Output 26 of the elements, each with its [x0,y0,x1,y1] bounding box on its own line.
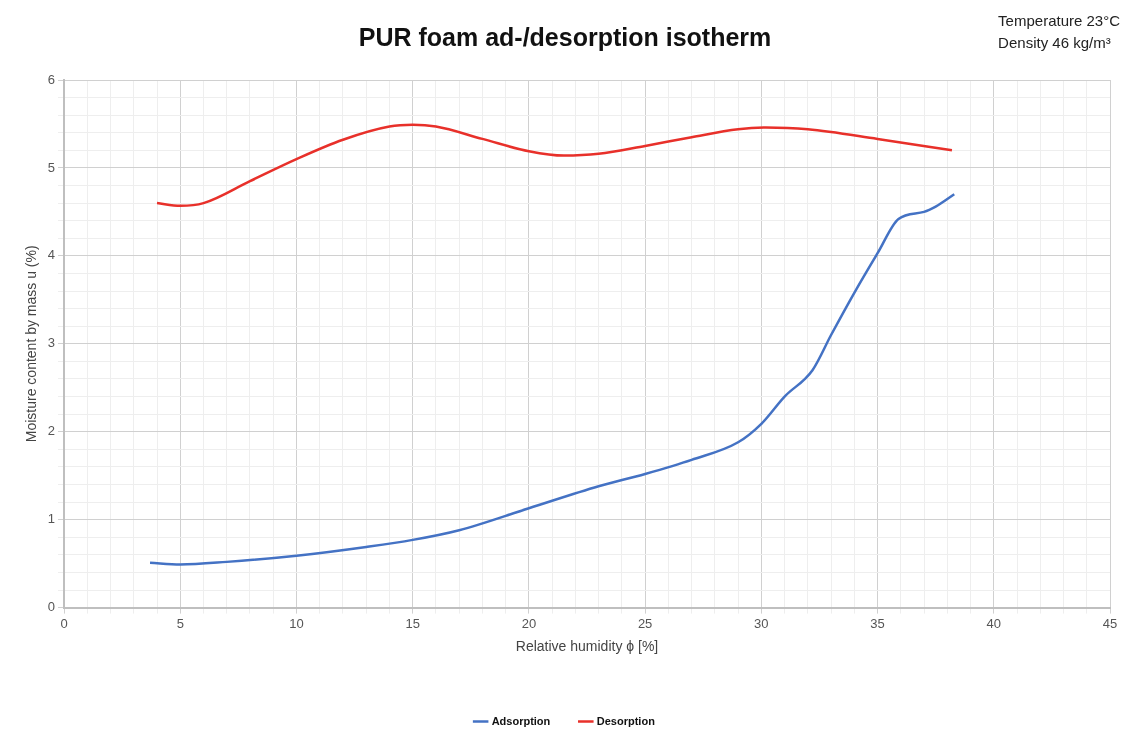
y-tick-label: 4 [47,247,56,263]
x-tick-label: 5 [176,615,184,631]
x-tick-label: 35 [870,615,885,631]
x-tick-label: 15 [405,615,420,631]
y-tick-label: 5 [47,159,56,175]
y-tick-label: 0 [47,599,56,615]
y-tick-label: 3 [47,335,56,351]
x-tick-label: 20 [521,615,537,631]
x-tick-label: 45 [1102,615,1118,631]
x-tick-label: 10 [289,615,304,631]
x-tick-label: 30 [754,615,769,631]
x-tick-label: 25 [637,615,653,631]
text: Temperature 23°C [998,11,1120,31]
x-tick-label: 0 [60,615,68,631]
line-series [148,193,956,566]
legend-label: Desorption [596,714,656,727]
x-axis-title: Relative humidity ϕ [%] [515,638,659,655]
legend-label: Adsorption [491,714,551,727]
y-axis-title: Moisture content by mass u (%) [23,245,40,443]
y-tick-label: 6 [47,71,56,87]
line-series [155,123,954,207]
chart-title: PUR foam ad-/desorption isotherm [358,22,772,51]
x-tick-label: 40 [986,615,1002,631]
y-tick-label: 1 [47,511,56,527]
y-tick-label: 2 [47,423,56,439]
text: Density 46 kg/m³ [998,33,1112,53]
